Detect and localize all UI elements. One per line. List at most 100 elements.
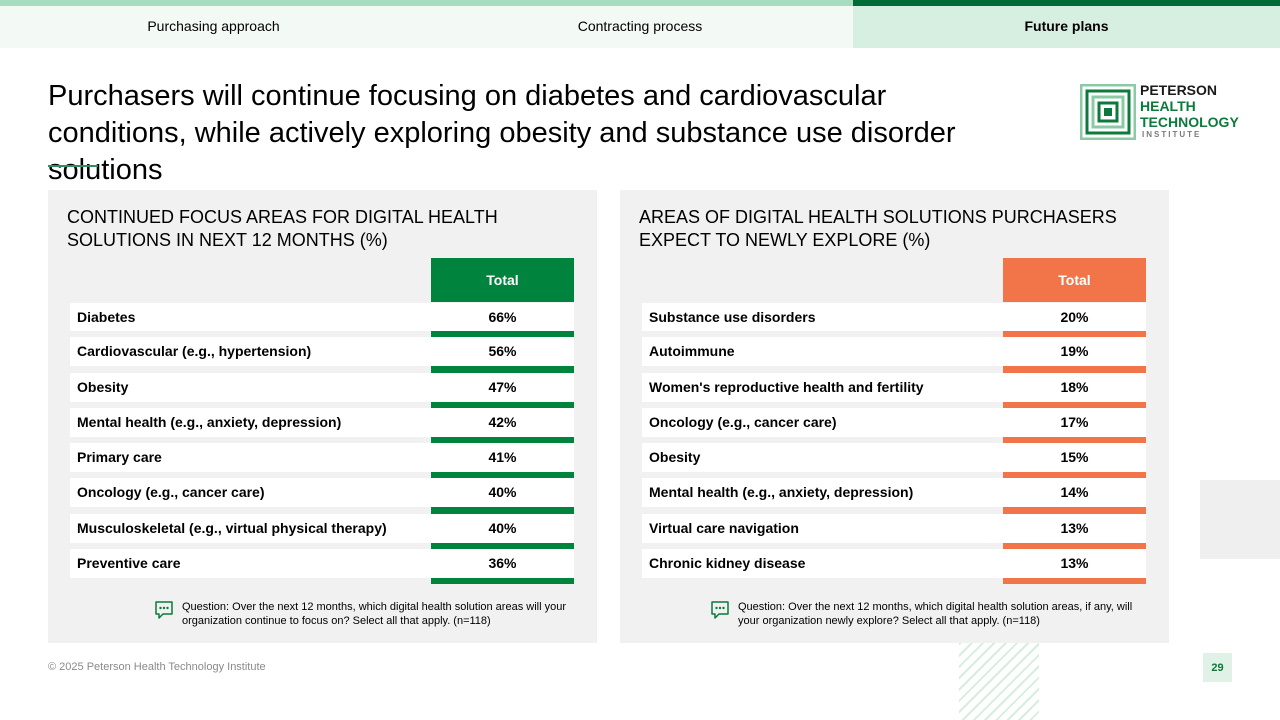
- row-value: 15%: [1003, 443, 1146, 473]
- row-value: 40%: [431, 478, 574, 508]
- tab-future-plans[interactable]: Future plans: [853, 0, 1280, 48]
- row-label: Cardiovascular (e.g., hypertension): [70, 337, 431, 367]
- row-value: 17%: [1003, 407, 1146, 437]
- table-row: Obesity 47%: [70, 372, 574, 408]
- tab-label: Contracting process: [577, 18, 703, 34]
- row-accent: [431, 578, 574, 585]
- row-value: 66%: [431, 303, 574, 331]
- row-label: Mental health (e.g., anxiety, depression…: [70, 407, 431, 437]
- page-number: 29: [1203, 653, 1232, 682]
- row-accent: [1003, 578, 1146, 585]
- row-label: Musculoskeletal (e.g., virtual physical …: [70, 513, 431, 543]
- tab-indicator: [0, 0, 427, 6]
- row-label: Virtual care navigation: [642, 513, 1003, 543]
- row-label: Autoimmune: [642, 337, 1003, 367]
- row-value: 40%: [431, 513, 574, 543]
- tab-indicator: [427, 0, 853, 6]
- row-value: 13%: [1003, 549, 1146, 579]
- row-accent: [1003, 331, 1146, 338]
- row-accent: [1003, 366, 1146, 373]
- panel-title: AREAS OF DIGITAL HEALTH SOLUTIONS PURCHA…: [639, 207, 1117, 250]
- table-row: Substance use disorders 20%: [642, 302, 1146, 338]
- column-header-total: Total: [1003, 258, 1146, 302]
- chat-bubble-icon: [711, 601, 729, 619]
- table-row: Mental health (e.g., anxiety, depression…: [70, 407, 574, 444]
- tab-indicator: [853, 0, 1280, 6]
- column-header-total: Total: [431, 258, 574, 302]
- row-accent: [1003, 436, 1146, 444]
- row-label: Obesity: [642, 443, 1003, 473]
- table-row: Autoimmune 19%: [642, 337, 1146, 373]
- table-row: Oncology (e.g., cancer care) 17%: [642, 407, 1146, 444]
- logo: PETERSON HEALTH TECHNOLOGY INSTITUTE: [1080, 82, 1240, 142]
- table-row: Chronic kidney disease 13%: [642, 549, 1146, 585]
- table-row: Primary care 41%: [70, 443, 574, 479]
- row-accent: [431, 436, 574, 444]
- row-value: 13%: [1003, 513, 1146, 543]
- question-text: Question: Over the next 12 months, which…: [738, 601, 1133, 627]
- table-row: Obesity 15%: [642, 443, 1146, 479]
- tab-label: Purchasing approach: [147, 18, 280, 34]
- logo-line: TECHNOLOGY: [1140, 114, 1239, 130]
- row-label: Diabetes: [70, 303, 431, 331]
- row-label: Substance use disorders: [642, 303, 1003, 331]
- continued-focus-panel: CONTINUED FOCUS AREAS FOR DIGITAL HEALTH…: [48, 190, 597, 643]
- tab-label: Future plans: [1024, 18, 1109, 34]
- row-accent: [1003, 507, 1146, 514]
- logo-wordmark: PETERSON HEALTH TECHNOLOGY INSTITUTE: [1140, 82, 1239, 140]
- logo-squares-icon: [1080, 84, 1136, 140]
- table-row: Virtual care navigation 13%: [642, 513, 1146, 550]
- row-accent: [431, 401, 574, 408]
- row-accent: [431, 542, 574, 550]
- row-label: Women's reproductive health and fertilit…: [642, 372, 1003, 402]
- row-label: Oncology (e.g., cancer care): [642, 407, 1003, 437]
- survey-question: Question: Over the next 12 months, which…: [154, 600, 584, 628]
- table-row: Musculoskeletal (e.g., virtual physical …: [70, 513, 574, 550]
- row-label: Preventive care: [70, 549, 431, 579]
- decorative-hatch: [959, 643, 1039, 720]
- row-accent: [431, 472, 574, 479]
- row-label: Oncology (e.g., cancer care): [70, 478, 431, 508]
- row-accent: [1003, 401, 1146, 408]
- table-row: Oncology (e.g., cancer care) 40%: [70, 478, 574, 514]
- table-row: Cardiovascular (e.g., hypertension) 56%: [70, 337, 574, 373]
- table-row: Preventive care 36%: [70, 549, 574, 585]
- survey-question: Question: Over the next 12 months, which…: [710, 600, 1155, 628]
- row-accent: [1003, 472, 1146, 479]
- row-value: 56%: [431, 337, 574, 367]
- row-label: Mental health (e.g., anxiety, depression…: [642, 478, 1003, 508]
- row-value: 14%: [1003, 478, 1146, 508]
- table-row: Diabetes 66%: [70, 302, 574, 338]
- row-value: 36%: [431, 549, 574, 579]
- tab-purchasing-approach[interactable]: Purchasing approach: [0, 0, 427, 48]
- top-nav: Purchasing approach Contracting process …: [0, 0, 1280, 48]
- row-value: 41%: [431, 443, 574, 473]
- panel-title: CONTINUED FOCUS AREAS FOR DIGITAL HEALTH…: [67, 207, 498, 250]
- focus-table: Diabetes 66% Cardiovascular (e.g., hyper…: [70, 302, 574, 585]
- logo-line: INSTITUTE: [1142, 130, 1202, 139]
- row-accent: [431, 331, 574, 338]
- title-divider: [48, 165, 98, 167]
- row-accent: [1003, 542, 1146, 550]
- newly-explore-panel: AREAS OF DIGITAL HEALTH SOLUTIONS PURCHA…: [620, 190, 1169, 643]
- explore-table: Substance use disorders 20% Autoimmune 1…: [642, 302, 1146, 585]
- chat-bubble-icon: [155, 601, 173, 619]
- row-label: Obesity: [70, 372, 431, 402]
- logo-line: PETERSON: [1140, 82, 1218, 98]
- decorative-block: [1200, 480, 1280, 559]
- table-row: Mental health (e.g., anxiety, depression…: [642, 478, 1146, 514]
- row-accent: [431, 507, 574, 514]
- copyright: © 2025 Peterson Health Technology Instit…: [48, 661, 266, 673]
- row-value: 20%: [1003, 303, 1146, 331]
- tab-contracting-process[interactable]: Contracting process: [427, 0, 853, 48]
- question-text: Question: Over the next 12 months, which…: [182, 601, 566, 627]
- row-label: Primary care: [70, 443, 431, 473]
- page-title: Purchasers will continue focusing on dia…: [48, 80, 956, 186]
- row-value: 18%: [1003, 372, 1146, 402]
- row-value: 47%: [431, 372, 574, 402]
- row-label: Chronic kidney disease: [642, 549, 1003, 579]
- logo-line: HEALTH: [1140, 98, 1196, 114]
- table-row: Women's reproductive health and fertilit…: [642, 372, 1146, 408]
- row-value: 42%: [431, 407, 574, 437]
- row-accent: [431, 366, 574, 373]
